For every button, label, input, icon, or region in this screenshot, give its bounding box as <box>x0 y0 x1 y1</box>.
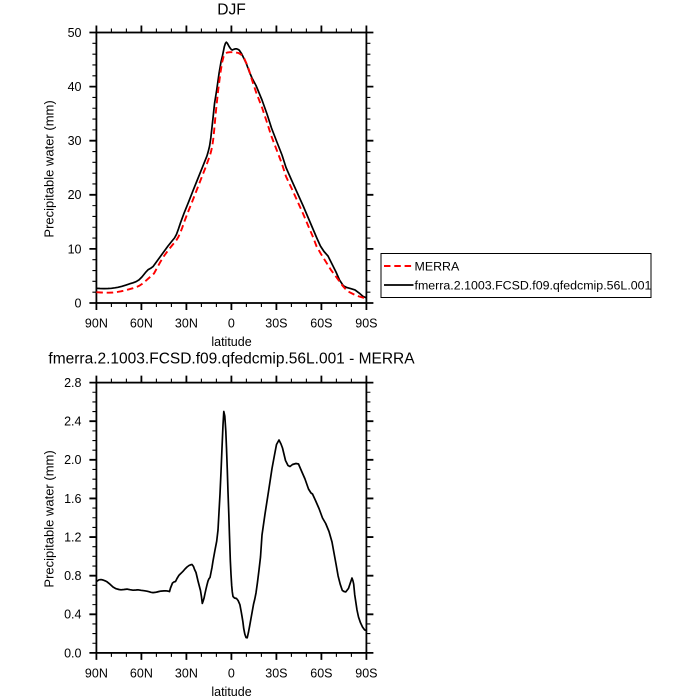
svg-text:0: 0 <box>228 666 235 680</box>
svg-text:90S: 90S <box>355 666 377 680</box>
svg-text:0.0: 0.0 <box>64 646 81 660</box>
svg-text:30S: 30S <box>265 317 287 331</box>
svg-text:Precipitable water (mm): Precipitable water (mm) <box>41 450 56 587</box>
svg-text:90S: 90S <box>355 317 377 331</box>
svg-text:60S: 60S <box>310 317 332 331</box>
svg-text:30N: 30N <box>175 666 198 680</box>
svg-text:50: 50 <box>68 26 82 40</box>
svg-text:Precipitable water (mm): Precipitable water (mm) <box>41 100 56 237</box>
svg-text:60N: 60N <box>130 317 153 331</box>
svg-text:0.4: 0.4 <box>64 608 81 622</box>
svg-text:fmerra.2.1003.FCSD.f09.qfedcmi: fmerra.2.1003.FCSD.f09.qfedcmip.56L.001 … <box>48 350 415 367</box>
svg-text:90N: 90N <box>85 317 108 331</box>
svg-text:10: 10 <box>68 242 82 256</box>
svg-text:30S: 30S <box>265 666 287 680</box>
svg-text:2.0: 2.0 <box>64 453 81 467</box>
svg-text:90N: 90N <box>85 666 108 680</box>
svg-text:0: 0 <box>228 317 235 331</box>
svg-text:60N: 60N <box>130 666 153 680</box>
svg-text:2.8: 2.8 <box>64 376 81 390</box>
svg-text:30N: 30N <box>175 317 198 331</box>
svg-text:fmerra.2.1003.FCSD.f09.qfedcmi: fmerra.2.1003.FCSD.f09.qfedcmip.56L.001 <box>415 279 652 293</box>
svg-text:1.2: 1.2 <box>64 530 81 544</box>
svg-text:30: 30 <box>68 134 82 148</box>
svg-text:0.8: 0.8 <box>64 569 81 583</box>
svg-text:40: 40 <box>68 80 82 94</box>
svg-text:1.6: 1.6 <box>64 492 81 506</box>
svg-text:latitude: latitude <box>211 335 251 349</box>
svg-text:MERRA: MERRA <box>415 260 460 274</box>
svg-text:2.4: 2.4 <box>64 415 81 429</box>
svg-text:0: 0 <box>75 296 82 310</box>
svg-text:60S: 60S <box>310 666 332 680</box>
svg-text:latitude: latitude <box>211 685 251 699</box>
svg-text:DJF: DJF <box>217 2 246 19</box>
svg-text:20: 20 <box>68 188 82 202</box>
